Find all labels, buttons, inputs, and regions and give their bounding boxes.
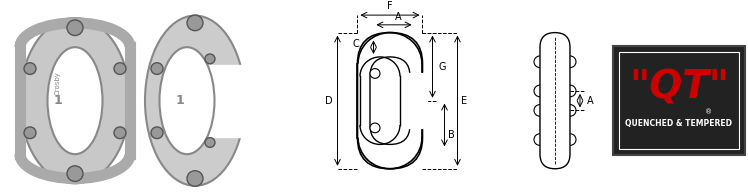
Ellipse shape [20,18,130,183]
Ellipse shape [145,16,245,186]
FancyBboxPatch shape [370,57,410,144]
FancyBboxPatch shape [613,46,745,155]
Text: D: D [325,96,333,106]
Circle shape [24,127,36,139]
Circle shape [187,15,203,31]
Text: E: E [462,96,468,106]
Circle shape [151,63,163,74]
Text: Crosby: Crosby [55,71,61,95]
Circle shape [187,171,203,186]
Text: 1: 1 [54,94,62,107]
Text: A: A [587,96,594,106]
Text: B: B [449,130,456,140]
Circle shape [114,127,126,139]
FancyBboxPatch shape [358,33,423,169]
Circle shape [370,123,380,133]
Circle shape [24,63,36,74]
Text: C: C [353,39,360,49]
FancyBboxPatch shape [195,65,255,137]
Ellipse shape [159,47,215,154]
Text: "QT": "QT" [629,69,729,107]
Circle shape [370,69,380,78]
FancyBboxPatch shape [2,10,297,190]
Circle shape [205,54,215,64]
Text: G: G [438,62,446,72]
Text: F: F [387,1,393,11]
FancyBboxPatch shape [540,33,570,169]
Ellipse shape [48,47,102,154]
Circle shape [114,63,126,74]
Text: ®: ® [705,110,713,116]
Circle shape [205,138,215,147]
FancyBboxPatch shape [392,74,427,128]
Circle shape [67,166,83,181]
Circle shape [151,127,163,139]
Text: A: A [395,12,401,22]
Text: 1: 1 [176,94,184,107]
Text: QUENCHED & TEMPERED: QUENCHED & TEMPERED [625,119,732,128]
Circle shape [67,20,83,35]
